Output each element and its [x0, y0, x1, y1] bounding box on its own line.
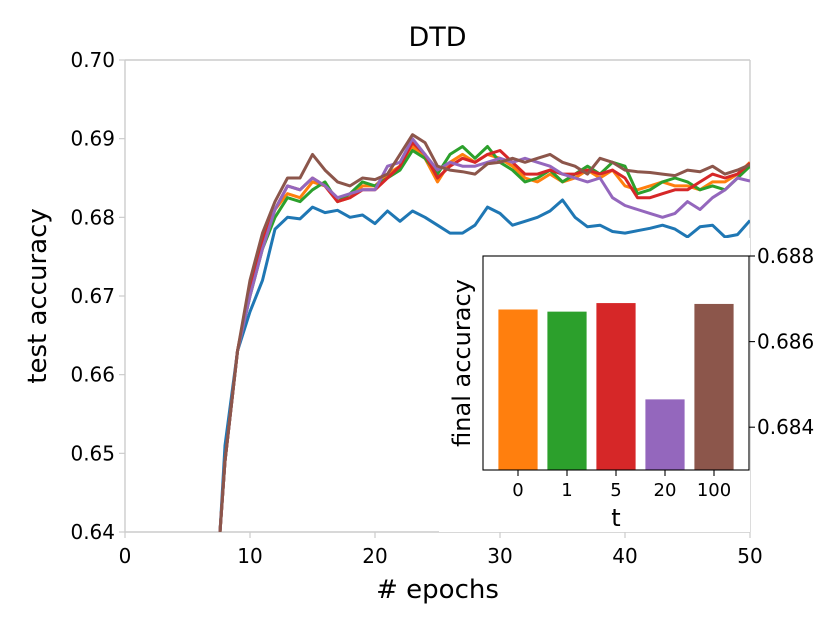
inset-y-tick-label: 0.688: [757, 244, 814, 268]
inset-axes: 0.684 0.686 0.688 0 1 5 20 100 t final accurac…: [439, 238, 814, 532]
inset-y-axis-label: final accuracy: [448, 279, 476, 447]
inset-y-ticks: 0.684 0.686 0.688: [749, 244, 814, 439]
inset-x-axis-label: t: [611, 504, 620, 532]
inset-x-tick-label: 0: [512, 480, 523, 501]
main-x-tick-label: 50: [737, 544, 762, 568]
main-x-axis-label: # epochs: [376, 575, 499, 605]
chart-title: DTD: [408, 22, 466, 53]
inset-bar-t-20: [645, 399, 685, 470]
series-line-t-1: [218, 145, 750, 532]
inset-bar-t-100: [694, 303, 734, 470]
main-y-ticks: 0.64 0.65 0.66 0.67 0.68 0.69 0.70: [70, 48, 125, 544]
main-y-tick-label: 0.65: [70, 441, 115, 465]
inset-bar-t-5: [596, 303, 636, 470]
main-series-lines: [218, 133, 750, 532]
main-y-tick-label: 0.68: [70, 205, 115, 229]
inset-bars: [498, 303, 734, 470]
inset-x-ticks: 0 1 5 20 100: [512, 470, 731, 501]
inset-x-tick-label: 1: [561, 480, 572, 501]
main-x-tick-label: 30: [487, 544, 512, 568]
inset-x-tick-label: 100: [697, 480, 731, 501]
inset-y-tick-label: 0.684: [757, 415, 814, 439]
inset-x-tick-label: 5: [610, 480, 621, 501]
series-line-t-100: [218, 133, 750, 532]
main-y-axis-label: test accuracy: [23, 208, 53, 384]
main-y-tick-label: 0.67: [70, 284, 115, 308]
main-x-tick-label: 20: [362, 544, 387, 568]
main-x-tick-label: 40: [612, 544, 637, 568]
inset-bar-t-0: [498, 309, 538, 470]
main-axes: 0.640.650.660.670.680.690.70 0 10 20 30 40 50: [70, 48, 762, 568]
inset-x-tick-label: 20: [654, 480, 677, 501]
main-x-ticks: 0 10 20 30 40 50: [119, 532, 763, 568]
series-line-t-20: [218, 137, 750, 532]
series-line-baseline: [218, 198, 750, 532]
inset-bar-t-1: [547, 311, 587, 470]
main-y-tick-label: 0.66: [70, 363, 115, 387]
main-x-tick-label: 10: [237, 544, 262, 568]
inset-y-tick-label: 0.686: [757, 330, 814, 354]
main-y-tick-label: 0.70: [70, 48, 115, 72]
main-x-tick-label: 0: [119, 544, 132, 568]
main-y-tick-label: 0.69: [70, 127, 115, 151]
main-y-tick-label: 0.64: [70, 520, 115, 544]
